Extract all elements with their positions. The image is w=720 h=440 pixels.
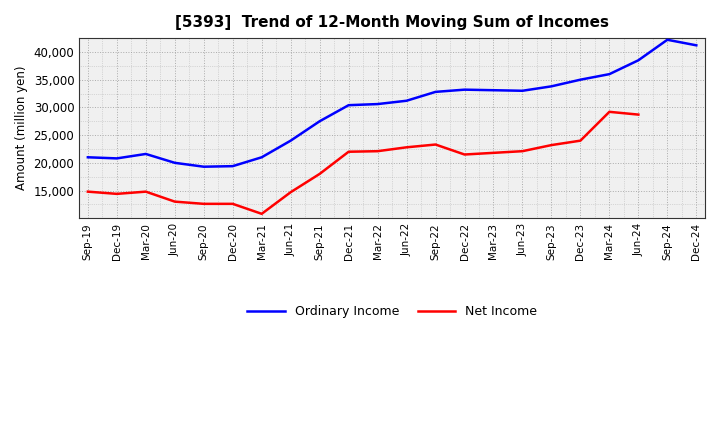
Ordinary Income [315,119,324,124]
Net Income [112,191,121,197]
Ordinary Income [142,151,150,157]
Net Income [228,201,237,206]
Ordinary Income [287,138,295,143]
Net Income [605,109,613,114]
Ordinary Income [402,98,411,103]
Ordinary Income [199,164,208,169]
Ordinary Income [344,103,353,108]
Net Income [199,201,208,206]
Net Income [489,150,498,155]
Net Income [518,149,527,154]
Net Income [84,189,92,194]
Line: Ordinary Income: Ordinary Income [88,40,696,167]
Ordinary Income [171,160,179,165]
Net Income [634,112,643,117]
Ordinary Income [605,71,613,77]
Ordinary Income [431,89,440,95]
Net Income [315,171,324,176]
Ordinary Income [663,37,672,42]
Ordinary Income [547,84,556,89]
Net Income [171,199,179,204]
Ordinary Income [84,154,92,160]
Net Income [576,138,585,143]
Ordinary Income [489,88,498,93]
Legend: Ordinary Income, Net Income: Ordinary Income, Net Income [242,300,542,323]
Ordinary Income [257,154,266,160]
Net Income [344,149,353,154]
Net Income [257,211,266,216]
Ordinary Income [228,164,237,169]
Ordinary Income [692,43,701,48]
Ordinary Income [576,77,585,82]
Net Income [402,145,411,150]
Net Income [547,143,556,148]
Title: [5393]  Trend of 12-Month Moving Sum of Incomes: [5393] Trend of 12-Month Moving Sum of I… [175,15,609,30]
Ordinary Income [373,102,382,107]
Net Income [373,149,382,154]
Line: Net Income: Net Income [88,112,639,214]
Net Income [142,189,150,194]
Net Income [460,152,469,157]
Ordinary Income [518,88,527,93]
Ordinary Income [634,58,643,63]
Net Income [431,142,440,147]
Y-axis label: Amount (million yen): Amount (million yen) [15,66,28,191]
Ordinary Income [460,87,469,92]
Net Income [287,190,295,195]
Ordinary Income [112,156,121,161]
